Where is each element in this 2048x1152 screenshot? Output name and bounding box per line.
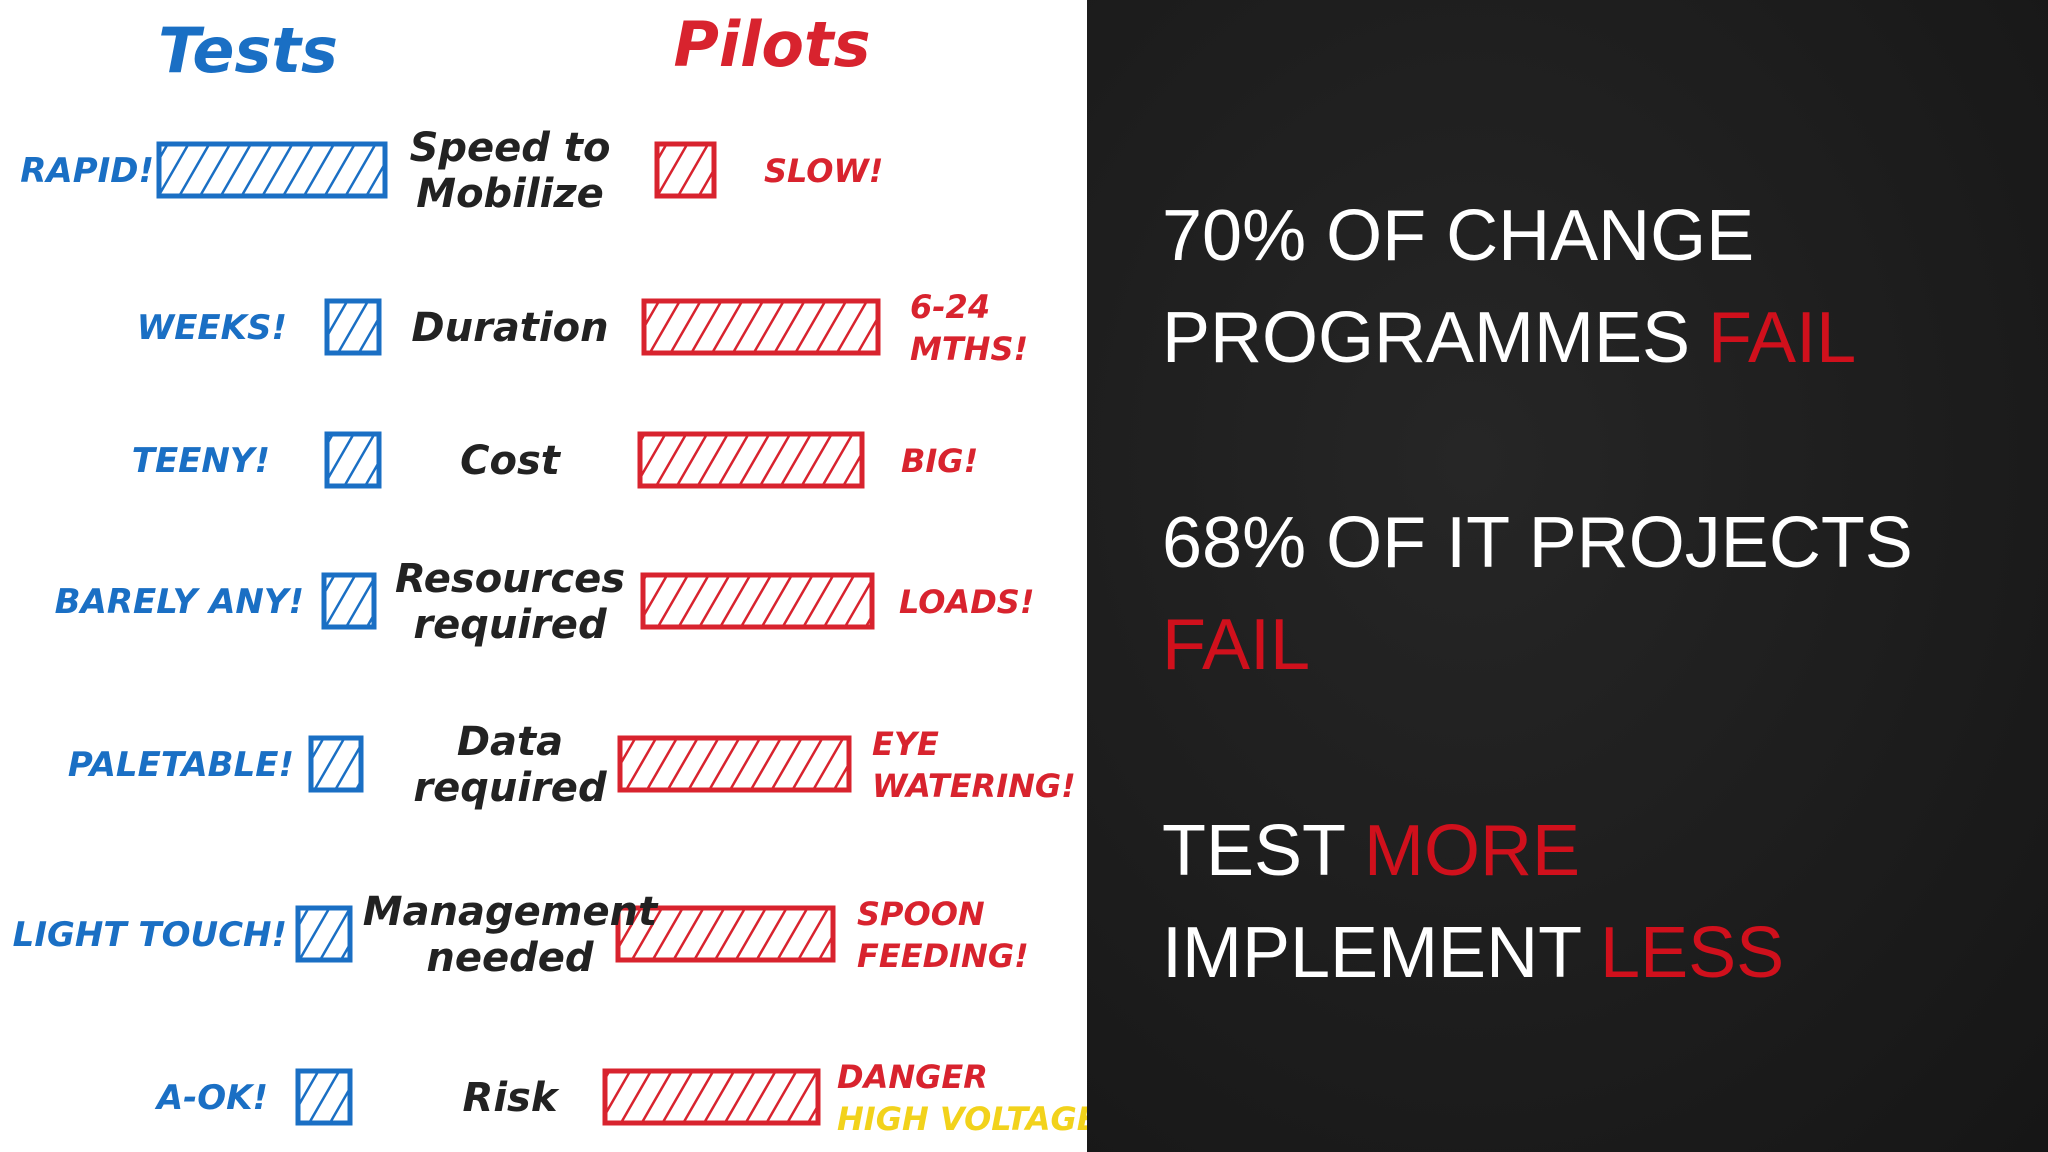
criterion: Duration <box>411 305 608 351</box>
criterion: Resources <box>395 556 625 602</box>
criterion: Mobilize <box>416 171 603 217</box>
criterion: needed <box>426 935 593 981</box>
pilots-heading: Pilots <box>673 8 870 81</box>
criterion: required <box>413 765 607 811</box>
pilot-bar <box>654 141 717 199</box>
pilot-bar <box>615 905 836 963</box>
test-label: RAPID! <box>20 151 154 191</box>
statement-line: IMPLEMENT LESS <box>1162 917 1784 989</box>
statement-text: IMPLEMENT <box>1162 913 1583 993</box>
test-bar <box>324 298 382 356</box>
test-bar <box>295 905 353 963</box>
pilot-label: SLOW! <box>764 152 883 190</box>
test-bar <box>321 572 377 630</box>
pilot-label: SPOON <box>857 895 985 933</box>
statement-text: 70% OF CHANGE <box>1162 196 1755 276</box>
statement-text: TEST <box>1162 811 1347 891</box>
test-bar <box>156 141 388 199</box>
test-label: LIGHT TOUCH! <box>13 915 287 955</box>
statement-line: TEST MORE <box>1162 815 1580 887</box>
criterion: Data <box>457 719 563 765</box>
statement-line: 70% OF CHANGE <box>1162 200 1754 272</box>
pilot-label: BIG! <box>901 442 978 480</box>
statement-text: PROGRAMMES <box>1162 298 1691 378</box>
test-label: WEEKS! <box>137 308 287 348</box>
pilot-label: DANGER <box>837 1058 988 1096</box>
statement-line: 68% OF IT PROJECTS <box>1162 507 1913 579</box>
test-label: A-OK! <box>154 1078 268 1118</box>
statement-text: FAIL <box>1708 298 1857 378</box>
pilot-bar <box>602 1068 821 1126</box>
pilot-label: WATERING! <box>872 767 1076 805</box>
statement-text: 68% OF IT PROJECTS <box>1162 503 1913 583</box>
statement-text: LESS <box>1600 913 1785 993</box>
criterion: Risk <box>463 1075 560 1121</box>
test-label: TEENY! <box>132 441 270 481</box>
criterion: Cost <box>460 438 562 484</box>
statement-text: MORE <box>1364 811 1581 891</box>
statement-line: PROGRAMMES FAIL <box>1162 302 1856 374</box>
pilot-label: FEEDING! <box>857 937 1029 975</box>
criterion: Management <box>363 889 659 935</box>
test-bar <box>308 735 364 793</box>
pilot-bar <box>637 431 865 489</box>
tests-heading: Tests <box>158 14 338 87</box>
pilot-bar <box>617 735 852 793</box>
pilot-label: 6-24 <box>910 288 990 326</box>
test-bar <box>324 431 382 489</box>
statement-text: FAIL <box>1162 605 1311 685</box>
pilot-label: EYE <box>872 725 939 763</box>
pilot-bar <box>641 298 881 356</box>
statement-panel: 70% OF CHANGE PROGRAMMES FAIL 68% OF IT PRO… <box>1087 0 2048 1152</box>
pilot-bar <box>640 572 875 630</box>
criterion: Speed to <box>410 125 611 171</box>
pilot-label: MTHS! <box>910 330 1028 368</box>
test-bar <box>295 1068 353 1126</box>
test-label: BARELY ANY! <box>55 582 304 622</box>
pilot-label: HIGH VOLTAGE! <box>837 1100 1087 1138</box>
pilot-label: LOADS! <box>899 583 1034 621</box>
criterion: required <box>413 602 607 648</box>
statement-line: FAIL <box>1162 609 1310 681</box>
test-label: PALETABLE! <box>68 745 294 785</box>
